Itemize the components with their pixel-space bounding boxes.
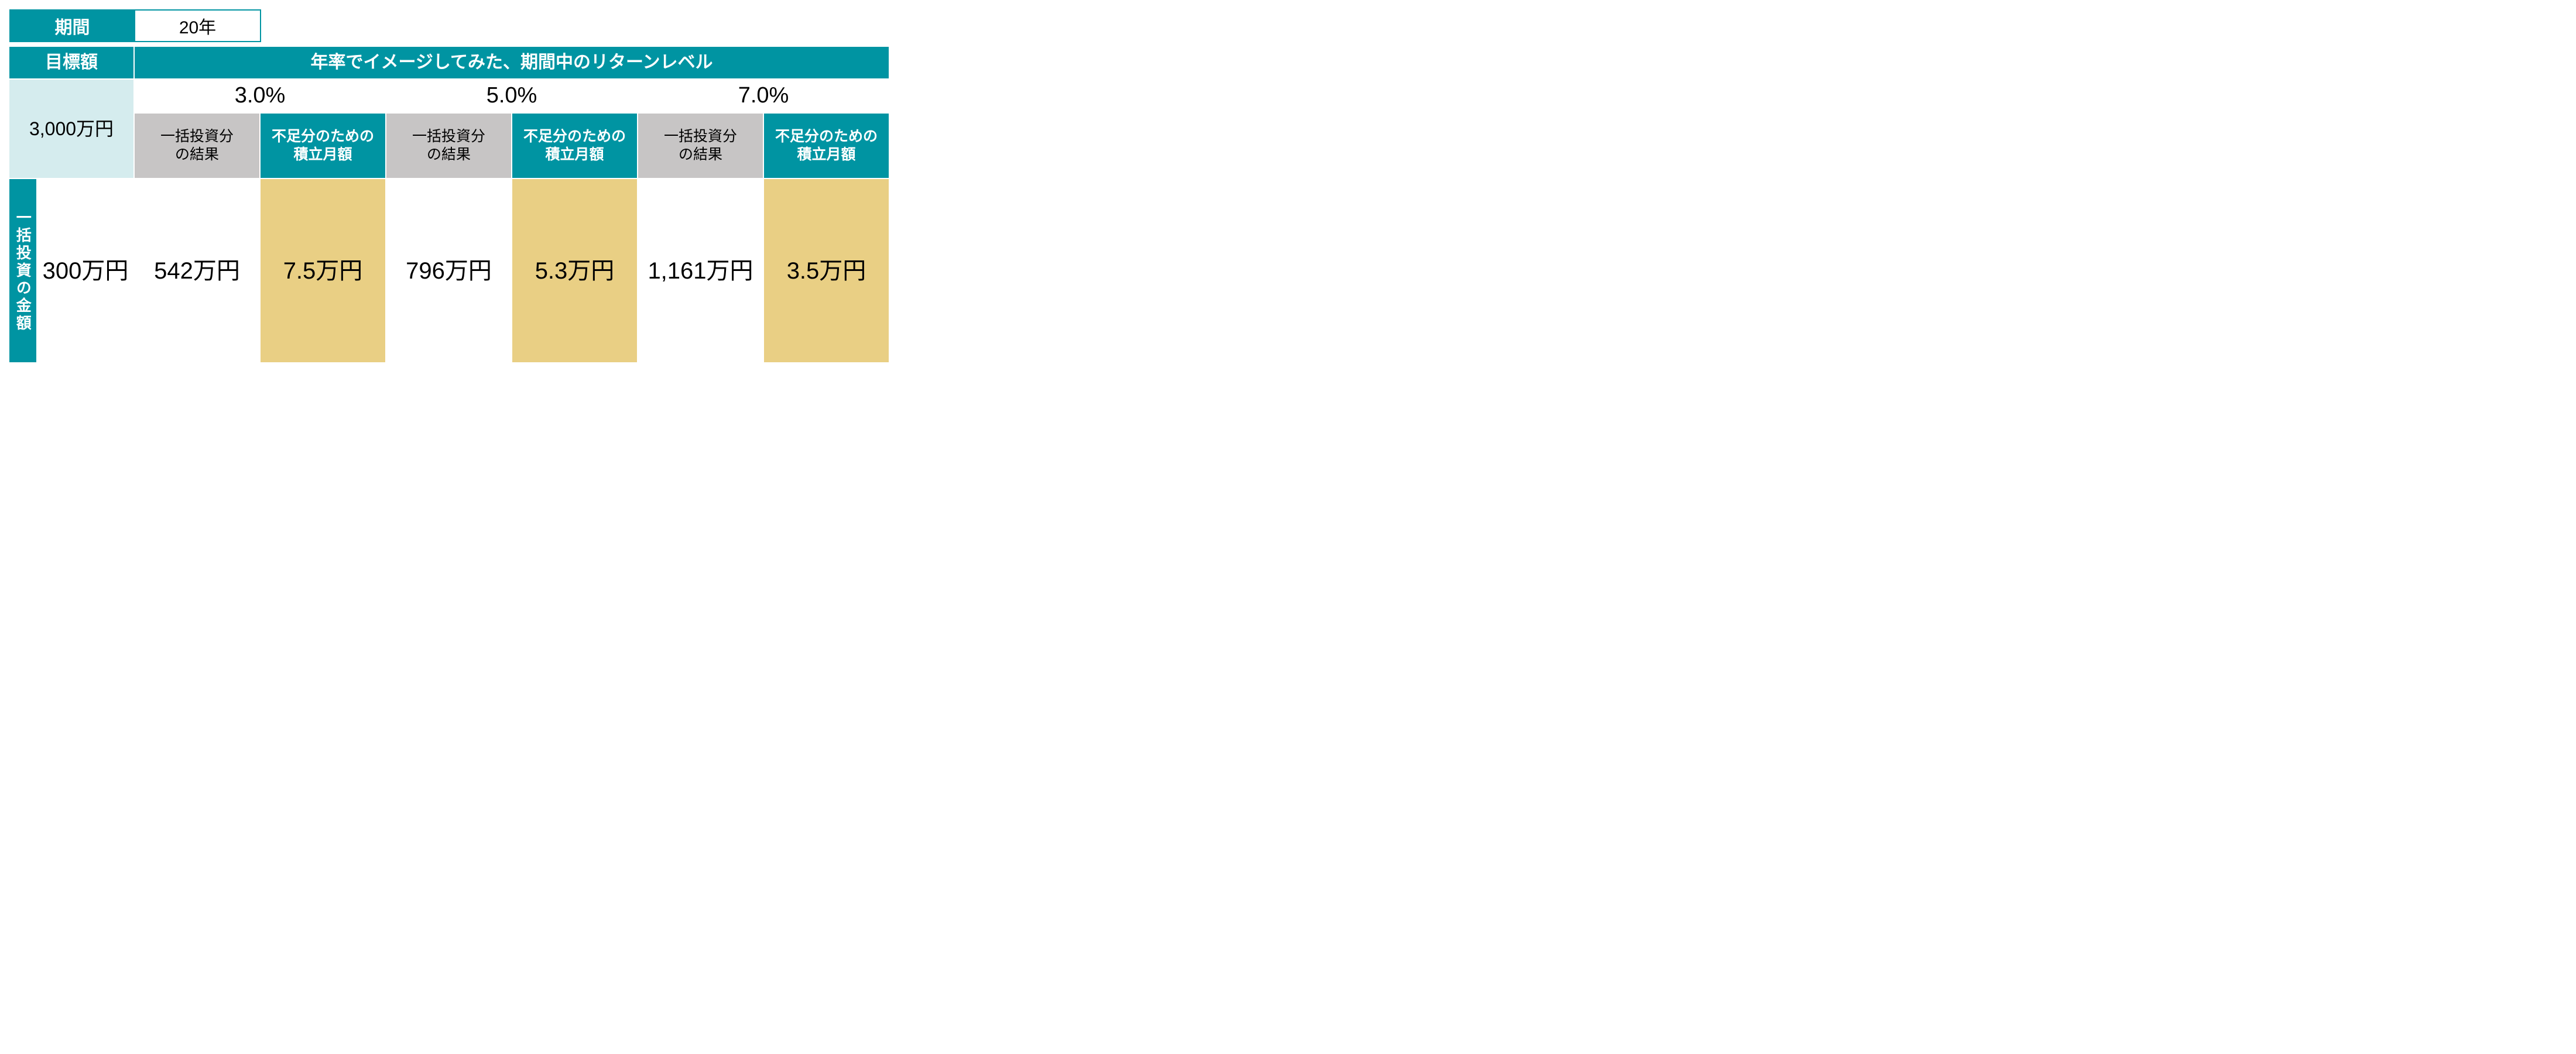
investment-table: 目標額 年率でイメージしてみた、期間中のリターンレベル 3,000万円 3.0%…: [9, 47, 890, 363]
target-header: 目標額: [9, 47, 135, 80]
period-value: 20年: [135, 9, 261, 42]
sub-lump-result-1: 一括投資分 の結果: [135, 114, 261, 179]
monthly-3pct: 7.5万円: [261, 179, 386, 363]
result-7pct: 1,161万円: [638, 179, 764, 363]
rate-7: 7.0%: [638, 80, 890, 114]
period-strip: 期間 20年: [9, 9, 2576, 42]
sub-lump-result-3: 一括投資分 の結果: [638, 114, 764, 179]
lump-amount: 300万円: [37, 179, 135, 363]
monthly-5pct: 5.3万円: [512, 179, 638, 363]
lump-side-label: 一括投資の金額: [9, 179, 37, 363]
lump-side-label-text: 一括投資の金額: [13, 210, 33, 332]
sub-lump-result-2: 一括投資分 の結果: [386, 114, 512, 179]
result-3pct: 542万円: [135, 179, 261, 363]
sub-monthly-3: 不足分のための 積立月額: [764, 114, 890, 179]
return-level-header: 年率でイメージしてみた、期間中のリターンレベル: [135, 47, 890, 80]
monthly-7pct: 3.5万円: [764, 179, 890, 363]
investment-table-page: 期間 20年 目標額 年率でイメージしてみた、期間中のリターンレベル 3,000…: [0, 0, 2576, 363]
result-5pct: 796万円: [386, 179, 512, 363]
rate-3: 3.0%: [135, 80, 386, 114]
target-amount: 3,000万円: [9, 80, 135, 179]
rate-5: 5.0%: [386, 80, 638, 114]
sub-monthly-2: 不足分のための 積立月額: [512, 114, 638, 179]
sub-monthly-1: 不足分のための 積立月額: [261, 114, 386, 179]
period-label: 期間: [9, 9, 135, 42]
